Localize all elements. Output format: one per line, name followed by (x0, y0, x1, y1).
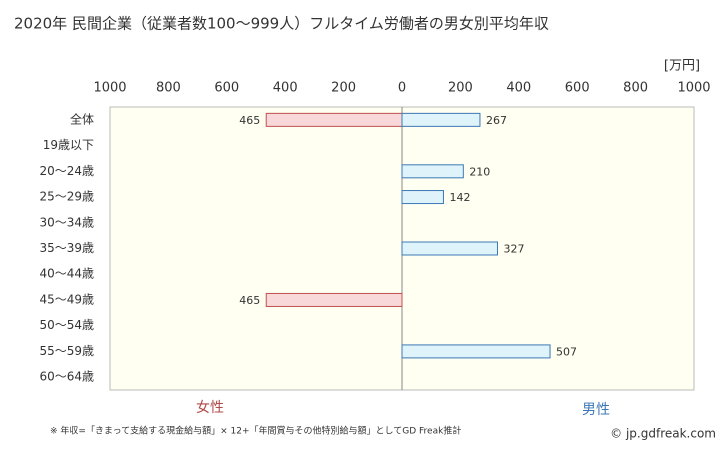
y-tick-label: 20～24歳 (39, 164, 94, 178)
y-tick-label: 55～59歳 (39, 344, 94, 358)
y-tick-label: 40～44歳 (39, 267, 94, 281)
y-tick-label: 60～64歳 (39, 370, 94, 384)
x-tick-label: 0 (398, 81, 406, 96)
x-tick-label: 200 (331, 81, 356, 96)
value-label: 142 (449, 191, 470, 204)
value-label: 327 (503, 243, 524, 256)
y-tick-label: 25～29歳 (39, 190, 94, 204)
x-tick-label: 800 (156, 81, 181, 96)
bar (401, 190, 444, 205)
bar (401, 241, 498, 256)
y-tick-label: 30～34歳 (39, 215, 94, 229)
x-tick-label: 600 (214, 81, 239, 96)
bar (401, 164, 464, 179)
x-tick-label: 1000 (93, 81, 126, 96)
unit-label: [万円] (664, 59, 700, 74)
x-tick-label: 200 (448, 81, 473, 96)
x-tick-label: 800 (623, 81, 648, 96)
value-label: 507 (556, 345, 577, 358)
value-label: 465 (239, 114, 260, 127)
value-label: 465 (239, 294, 260, 307)
bar (401, 112, 481, 127)
chart-title: 2020年 民間企業（従業者数100～999人）フルタイム労働者の男女別平均年収 (14, 15, 549, 33)
value-label: 267 (486, 114, 507, 127)
value-label: 210 (469, 165, 490, 178)
y-tick-label: 50～54歳 (39, 318, 94, 332)
credit: © jp.gdfreak.com (610, 427, 716, 441)
bar (265, 112, 403, 127)
x-tick-label: 400 (273, 81, 298, 96)
footnote: ※ 年収=「きまって支給する現金給与額」× 12+「年間賞与その他特別給与額」と… (50, 425, 461, 437)
x-tick-label: 600 (565, 81, 590, 96)
y-tick-label: 全体 (70, 111, 94, 126)
legend-label: 女性 (196, 399, 224, 416)
legend-label: 男性 (582, 402, 610, 418)
y-tick-label: 19歳以下 (43, 138, 94, 152)
bar (401, 344, 551, 359)
x-tick-label: 1000 (677, 81, 710, 96)
y-tick-label: 45～49歳 (39, 292, 94, 306)
x-tick-label: 400 (506, 81, 531, 96)
y-tick-label: 35～39歳 (39, 241, 94, 255)
bar (265, 292, 403, 307)
